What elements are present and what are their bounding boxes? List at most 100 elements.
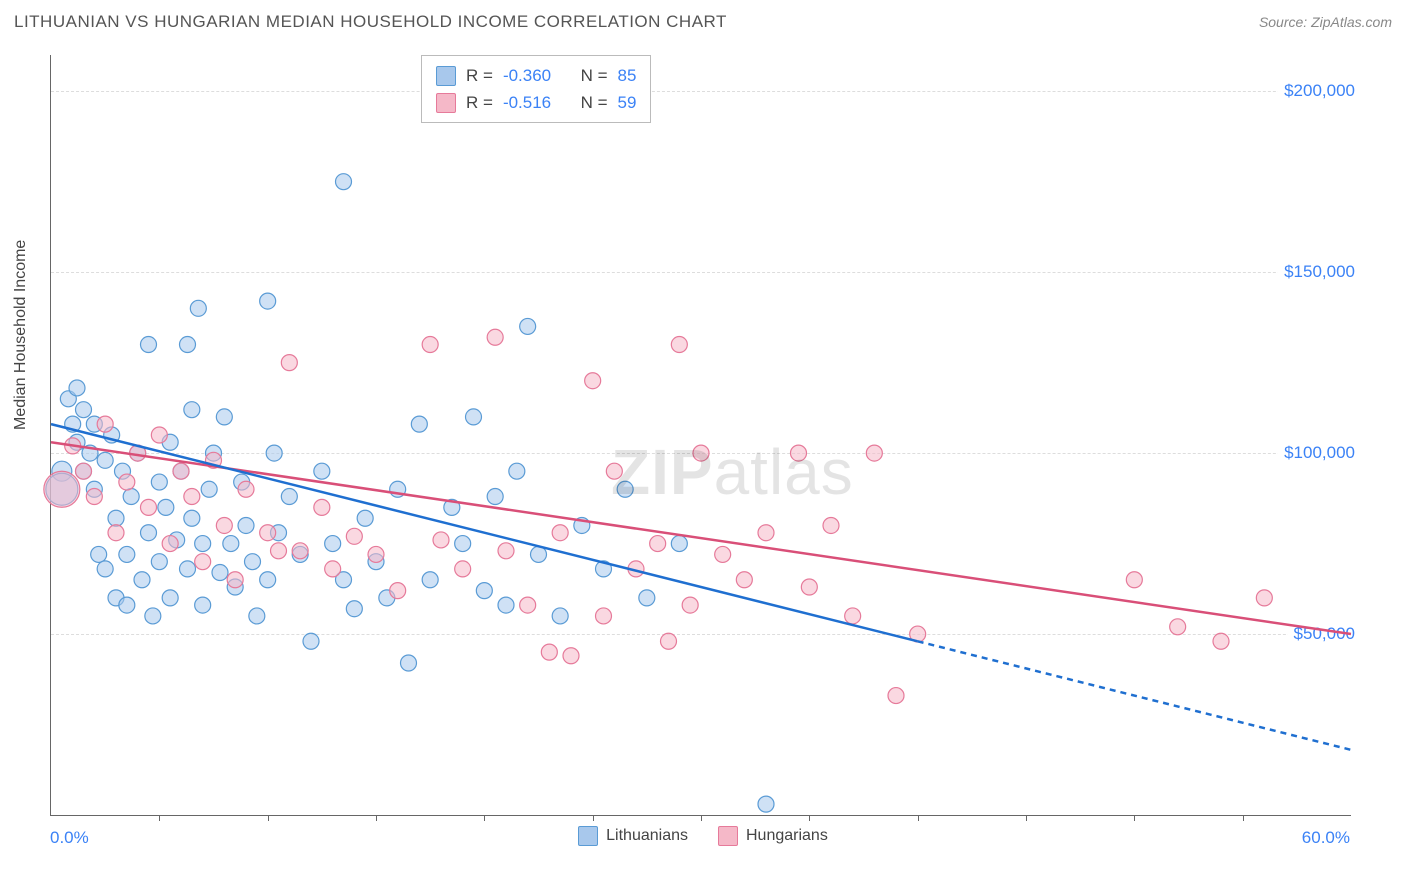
scatter-point — [173, 463, 189, 479]
scatter-point — [346, 528, 362, 544]
scatter-point — [801, 579, 817, 595]
stats-R-label2: R = — [466, 89, 493, 116]
scatter-point — [487, 489, 503, 505]
x-tick — [1243, 815, 1244, 821]
stats-R-label: R = — [466, 62, 493, 89]
scatter-point — [123, 489, 139, 505]
scatter-point — [158, 499, 174, 515]
scatter-point — [184, 402, 200, 418]
scatter-point — [823, 517, 839, 533]
scatter-point — [76, 463, 92, 479]
scatter-point — [212, 565, 228, 581]
scatter-point — [141, 525, 157, 541]
scatter-point — [260, 572, 276, 588]
scatter-point — [487, 329, 503, 345]
scatter-point — [606, 463, 622, 479]
scatter-point — [227, 572, 243, 588]
scatter-point — [195, 554, 211, 570]
stats-N-label: N = — [581, 62, 608, 89]
chart-svg — [51, 55, 1351, 815]
scatter-point — [216, 517, 232, 533]
scatter-point — [180, 561, 196, 577]
stats-N-label2: N = — [581, 89, 608, 116]
scatter-point — [390, 583, 406, 599]
scatter-point — [357, 510, 373, 526]
x-tick — [918, 815, 919, 821]
source-label: Source: ZipAtlas.com — [1259, 14, 1392, 30]
y-axis-title: Median Household Income — [12, 240, 30, 430]
scatter-point — [314, 463, 330, 479]
scatter-point — [134, 572, 150, 588]
legend-swatch-lithuanians — [578, 826, 598, 846]
scatter-point — [639, 590, 655, 606]
legend-item-hungarians: Hungarians — [718, 826, 828, 846]
scatter-point — [97, 561, 113, 577]
stats-row-hungarians: R = -0.516 N = 59 — [436, 89, 636, 116]
x-tick — [809, 815, 810, 821]
legend-item-lithuanians: Lithuanians — [578, 826, 688, 846]
scatter-point — [260, 293, 276, 309]
scatter-point — [314, 499, 330, 515]
x-tick — [484, 815, 485, 821]
scatter-point — [249, 608, 265, 624]
scatter-point — [509, 463, 525, 479]
scatter-point — [180, 337, 196, 353]
stats-R-hung: -0.516 — [503, 89, 551, 116]
scatter-point — [520, 597, 536, 613]
x-tick — [159, 815, 160, 821]
scatter-point — [151, 474, 167, 490]
scatter-point — [671, 536, 687, 552]
x-tick — [268, 815, 269, 821]
scatter-point — [671, 337, 687, 353]
scatter-point — [661, 633, 677, 649]
scatter-point — [845, 608, 861, 624]
scatter-point — [119, 597, 135, 613]
x-tick — [376, 815, 377, 821]
scatter-point — [736, 572, 752, 588]
scatter-point — [585, 373, 601, 389]
scatter-point — [552, 525, 568, 541]
trend-line — [918, 641, 1351, 750]
scatter-point — [145, 608, 161, 624]
scatter-point — [141, 337, 157, 353]
scatter-point — [552, 608, 568, 624]
chart-title: LITHUANIAN VS HUNGARIAN MEDIAN HOUSEHOLD… — [14, 12, 727, 32]
scatter-point — [223, 536, 239, 552]
stats-N-hung: 59 — [618, 89, 637, 116]
scatter-point — [195, 536, 211, 552]
stats-swatch-hungarians — [436, 93, 456, 113]
scatter-point — [715, 546, 731, 562]
scatter-point — [541, 644, 557, 660]
scatter-point — [281, 355, 297, 371]
scatter-point — [1126, 572, 1142, 588]
scatter-point — [1213, 633, 1229, 649]
scatter-point — [281, 489, 297, 505]
scatter-point — [44, 471, 80, 507]
scatter-point — [91, 546, 107, 562]
scatter-point — [346, 601, 362, 617]
stats-swatch-lithuanians — [436, 66, 456, 86]
trend-line — [51, 442, 1351, 634]
scatter-point — [758, 796, 774, 812]
stats-N-lith: 85 — [618, 62, 637, 89]
legend-bottom: Lithuanians Hungarians — [0, 826, 1406, 846]
scatter-point — [466, 409, 482, 425]
x-tick — [1134, 815, 1135, 821]
scatter-point — [245, 554, 261, 570]
scatter-point — [184, 510, 200, 526]
scatter-point — [325, 536, 341, 552]
scatter-point — [520, 318, 536, 334]
scatter-point — [325, 561, 341, 577]
scatter-point — [758, 525, 774, 541]
scatter-point — [184, 489, 200, 505]
scatter-point — [888, 688, 904, 704]
scatter-point — [141, 499, 157, 515]
scatter-point — [498, 543, 514, 559]
x-tick — [701, 815, 702, 821]
scatter-point — [336, 174, 352, 190]
scatter-point — [455, 536, 471, 552]
scatter-point — [650, 536, 666, 552]
scatter-point — [455, 561, 471, 577]
legend-label-hungarians: Hungarians — [746, 827, 828, 845]
scatter-point — [411, 416, 427, 432]
